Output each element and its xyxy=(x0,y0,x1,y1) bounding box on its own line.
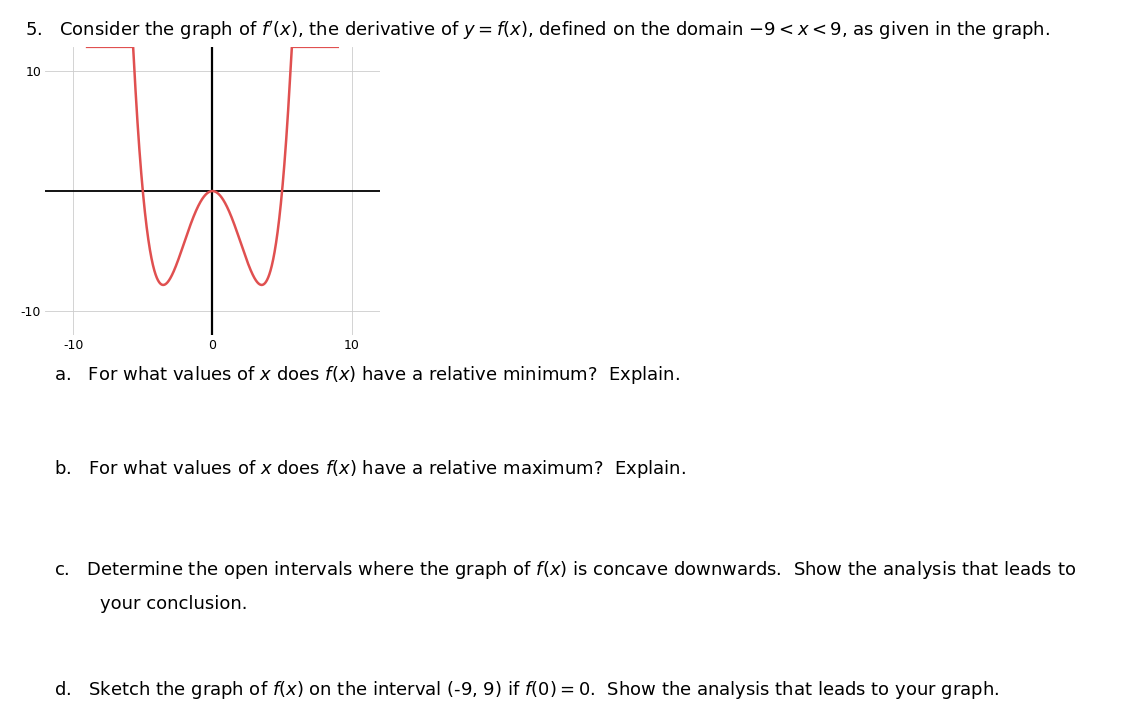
Text: d.   Sketch the graph of $f(x)$ on the interval (-9, 9) if $f(0)=0$.  Show the a: d. Sketch the graph of $f(x)$ on the int… xyxy=(54,679,999,702)
Text: c.   Determine the open intervals where the graph of $f(x)$ is concave downwards: c. Determine the open intervals where th… xyxy=(54,559,1076,581)
Text: your conclusion.: your conclusion. xyxy=(54,595,248,613)
Text: a.   For what values of $x$ does $f(x)$ have a relative minimum?  Explain.: a. For what values of $x$ does $f(x)$ ha… xyxy=(54,364,681,386)
Text: 5.   Consider the graph of $f'(x)$, the derivative of $y = f(x)$, defined on the: 5. Consider the graph of $f'(x)$, the de… xyxy=(25,19,1050,42)
Text: b.   For what values of $x$ does $f(x)$ have a relative maximum?  Explain.: b. For what values of $x$ does $f(x)$ ha… xyxy=(54,458,687,480)
